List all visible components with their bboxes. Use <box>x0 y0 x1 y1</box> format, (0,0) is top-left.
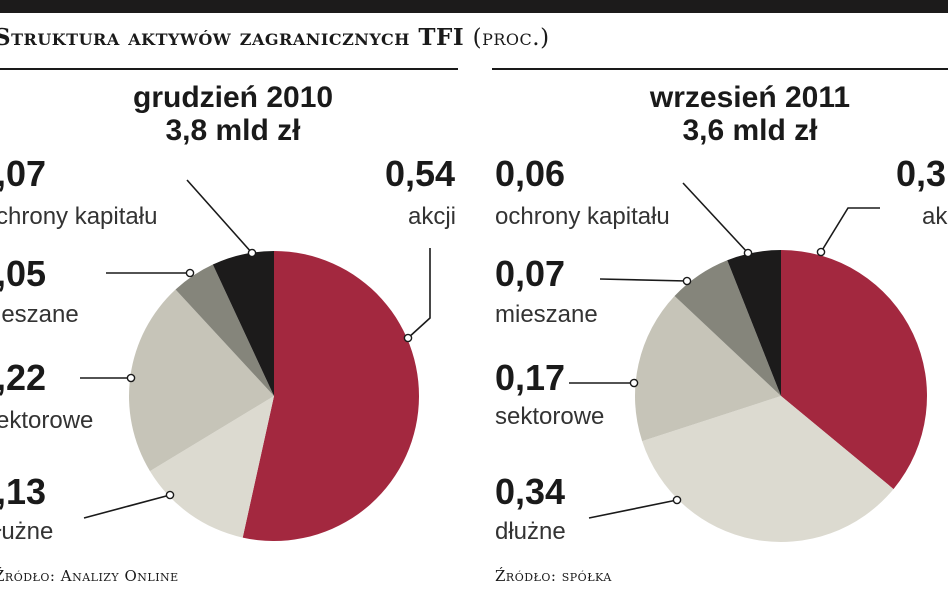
right-label-mieszane-value: 0,07 <box>495 253 566 294</box>
chart-title-text: Struktura aktywów zagranicznych TFI <box>0 24 465 51</box>
leader-right-mieszane <box>599 278 688 282</box>
left-label-mieszane-name: ieszane <box>0 301 79 328</box>
pie-left <box>128 251 419 541</box>
title-rule-right <box>492 68 948 70</box>
leader-lines <box>80 179 880 519</box>
pie-left-slice-mieszane <box>175 264 274 396</box>
left-label-ochrony-name: chrony kapitału <box>0 203 158 230</box>
pie-left-slice-akcji <box>242 251 419 541</box>
leader-right-akcji <box>820 207 880 253</box>
leader-right-sektorowe-dot <box>629 378 639 388</box>
right-label-ochrony-value: 0,06 <box>495 153 566 194</box>
chart-title-unit: (proc.) <box>472 25 550 51</box>
leader-right-dluzne-dot <box>672 495 682 505</box>
right-label-sektorowe-name: sektorowe <box>495 403 605 430</box>
left-label-sektorowe-value: ,22 <box>0 357 47 398</box>
left-label-mieszane-value: ,05 <box>0 253 47 294</box>
leader-left-sektorowe-dot <box>126 373 136 383</box>
leader-right-ochrony-dot <box>743 248 753 258</box>
pie-left-slice-sektorowe <box>128 289 274 472</box>
left-period: grudzień 2010 3,8 mld zł <box>133 81 333 147</box>
leader-right-mieszane-dot <box>682 276 692 286</box>
right-label-mieszane-name: mieszane <box>495 301 598 328</box>
pie-right-slice-dluzne <box>642 396 894 542</box>
pie-right-slice-mieszane <box>674 260 781 396</box>
right-label-ochrony-name: ochrony kapitału <box>495 203 670 230</box>
leader-left-dluzne-dot <box>165 490 175 500</box>
leader-left-ochrony-dot <box>247 248 257 258</box>
chart-title: Struktura aktywów zagranicznych TFI (pro… <box>0 24 550 51</box>
pie-right <box>634 250 927 542</box>
right-label-akcji-value: 0,3 <box>896 153 947 194</box>
right-period: wrzesień 2011 3,6 mld zł <box>640 81 860 147</box>
left-label-ochrony-value: ,07 <box>0 153 47 194</box>
pie-left-slice-dluzne <box>149 396 274 538</box>
leader-left-dluzne <box>83 494 171 519</box>
right-period-total: 3,6 mld zł <box>682 114 818 147</box>
right-label-sektorowe-value: 0,17 <box>495 357 566 398</box>
leader-right-akcji-dot <box>816 247 826 257</box>
leader-left-mieszane-dot <box>185 268 195 278</box>
title-rule-left <box>0 68 458 70</box>
leader-left-akcji-dot <box>403 333 413 343</box>
top-bar <box>0 0 948 13</box>
left-period-total: 3,8 mld zł <box>165 114 301 147</box>
pie-left-slice-ochrony <box>212 251 274 396</box>
left-label-dluzne-name: łużne <box>0 518 54 545</box>
left-label-akcji-value: 0,54 <box>385 153 456 194</box>
pie-right-slice-sektorowe <box>634 296 781 442</box>
left-source: Źródło: Analizy Online <box>0 567 179 585</box>
leader-left-ochrony <box>186 179 253 254</box>
right-label-dluzne-value: 0,34 <box>495 471 566 512</box>
right-period-title: wrzesień 2011 <box>649 81 851 114</box>
pie-right-slice-ochrony <box>727 250 781 396</box>
leader-right-dluzne <box>588 499 678 519</box>
right-label-dluzne-name: dłużne <box>495 518 566 545</box>
right-label-akcji-name: ak <box>922 203 948 230</box>
left-period-title: grudzień 2010 <box>133 81 334 114</box>
pie-right-slice-akcji <box>781 250 927 490</box>
left-label-sektorowe-name: ektorowe <box>0 407 94 434</box>
right-source: Źródło: spółka <box>495 567 612 585</box>
leader-left-akcji <box>407 248 431 339</box>
left-label-akcji-name: akcji <box>408 203 457 230</box>
leader-right-ochrony <box>682 182 749 254</box>
left-label-dluzne-value: ,13 <box>0 471 47 512</box>
